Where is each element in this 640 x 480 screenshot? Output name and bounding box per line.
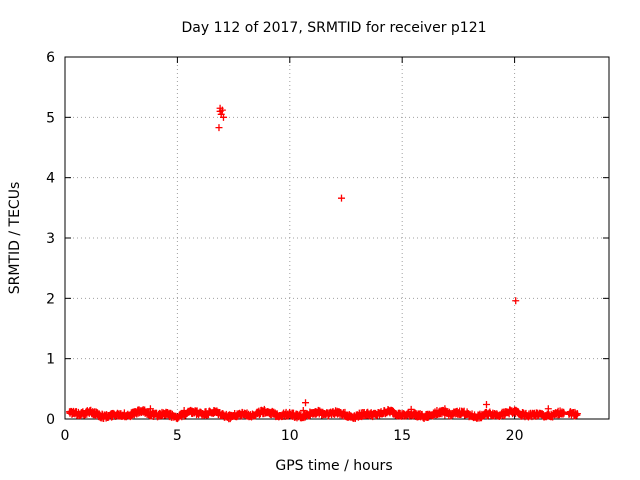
outlier-point xyxy=(215,124,223,132)
y-axis-label: SRMTID / TECUs xyxy=(7,182,23,295)
outlier-point xyxy=(216,107,224,115)
outlier-point xyxy=(512,297,520,305)
data-point xyxy=(544,405,552,413)
grid-lines xyxy=(65,57,609,419)
data-point xyxy=(573,410,581,418)
x-tick-label: 5 xyxy=(173,428,182,444)
tick-labels: 0 5 10 15 20 0 1 2 3 4 5 6 xyxy=(46,50,523,444)
data-point xyxy=(299,407,307,415)
y-tick-label: 0 xyxy=(46,412,55,428)
outlier-point xyxy=(302,399,310,407)
data-point xyxy=(146,405,154,413)
y-tick-label: 5 xyxy=(46,110,55,126)
outlier-point xyxy=(219,113,227,121)
data-point xyxy=(180,407,188,415)
data-point xyxy=(441,405,449,413)
y-tick-label: 6 xyxy=(46,50,55,66)
data-point xyxy=(560,409,568,417)
x-tick-label: 10 xyxy=(281,428,299,444)
outlier-point xyxy=(337,194,345,202)
data-point xyxy=(482,401,490,409)
y-tick-label: 2 xyxy=(46,291,55,307)
y-tick-label: 4 xyxy=(46,171,55,187)
y-tick-label: 1 xyxy=(46,352,55,368)
x-tick-label: 20 xyxy=(506,428,524,444)
x-axis-label: GPS time / hours xyxy=(275,458,392,474)
chart-title: Day 112 of 2017, SRMTID for receiver p12… xyxy=(181,20,486,36)
x-tick-label: 15 xyxy=(393,428,411,444)
data-points xyxy=(65,104,581,423)
y-tick-label: 3 xyxy=(46,231,55,247)
x-tick-label: 0 xyxy=(61,428,70,444)
data-point xyxy=(407,405,415,413)
